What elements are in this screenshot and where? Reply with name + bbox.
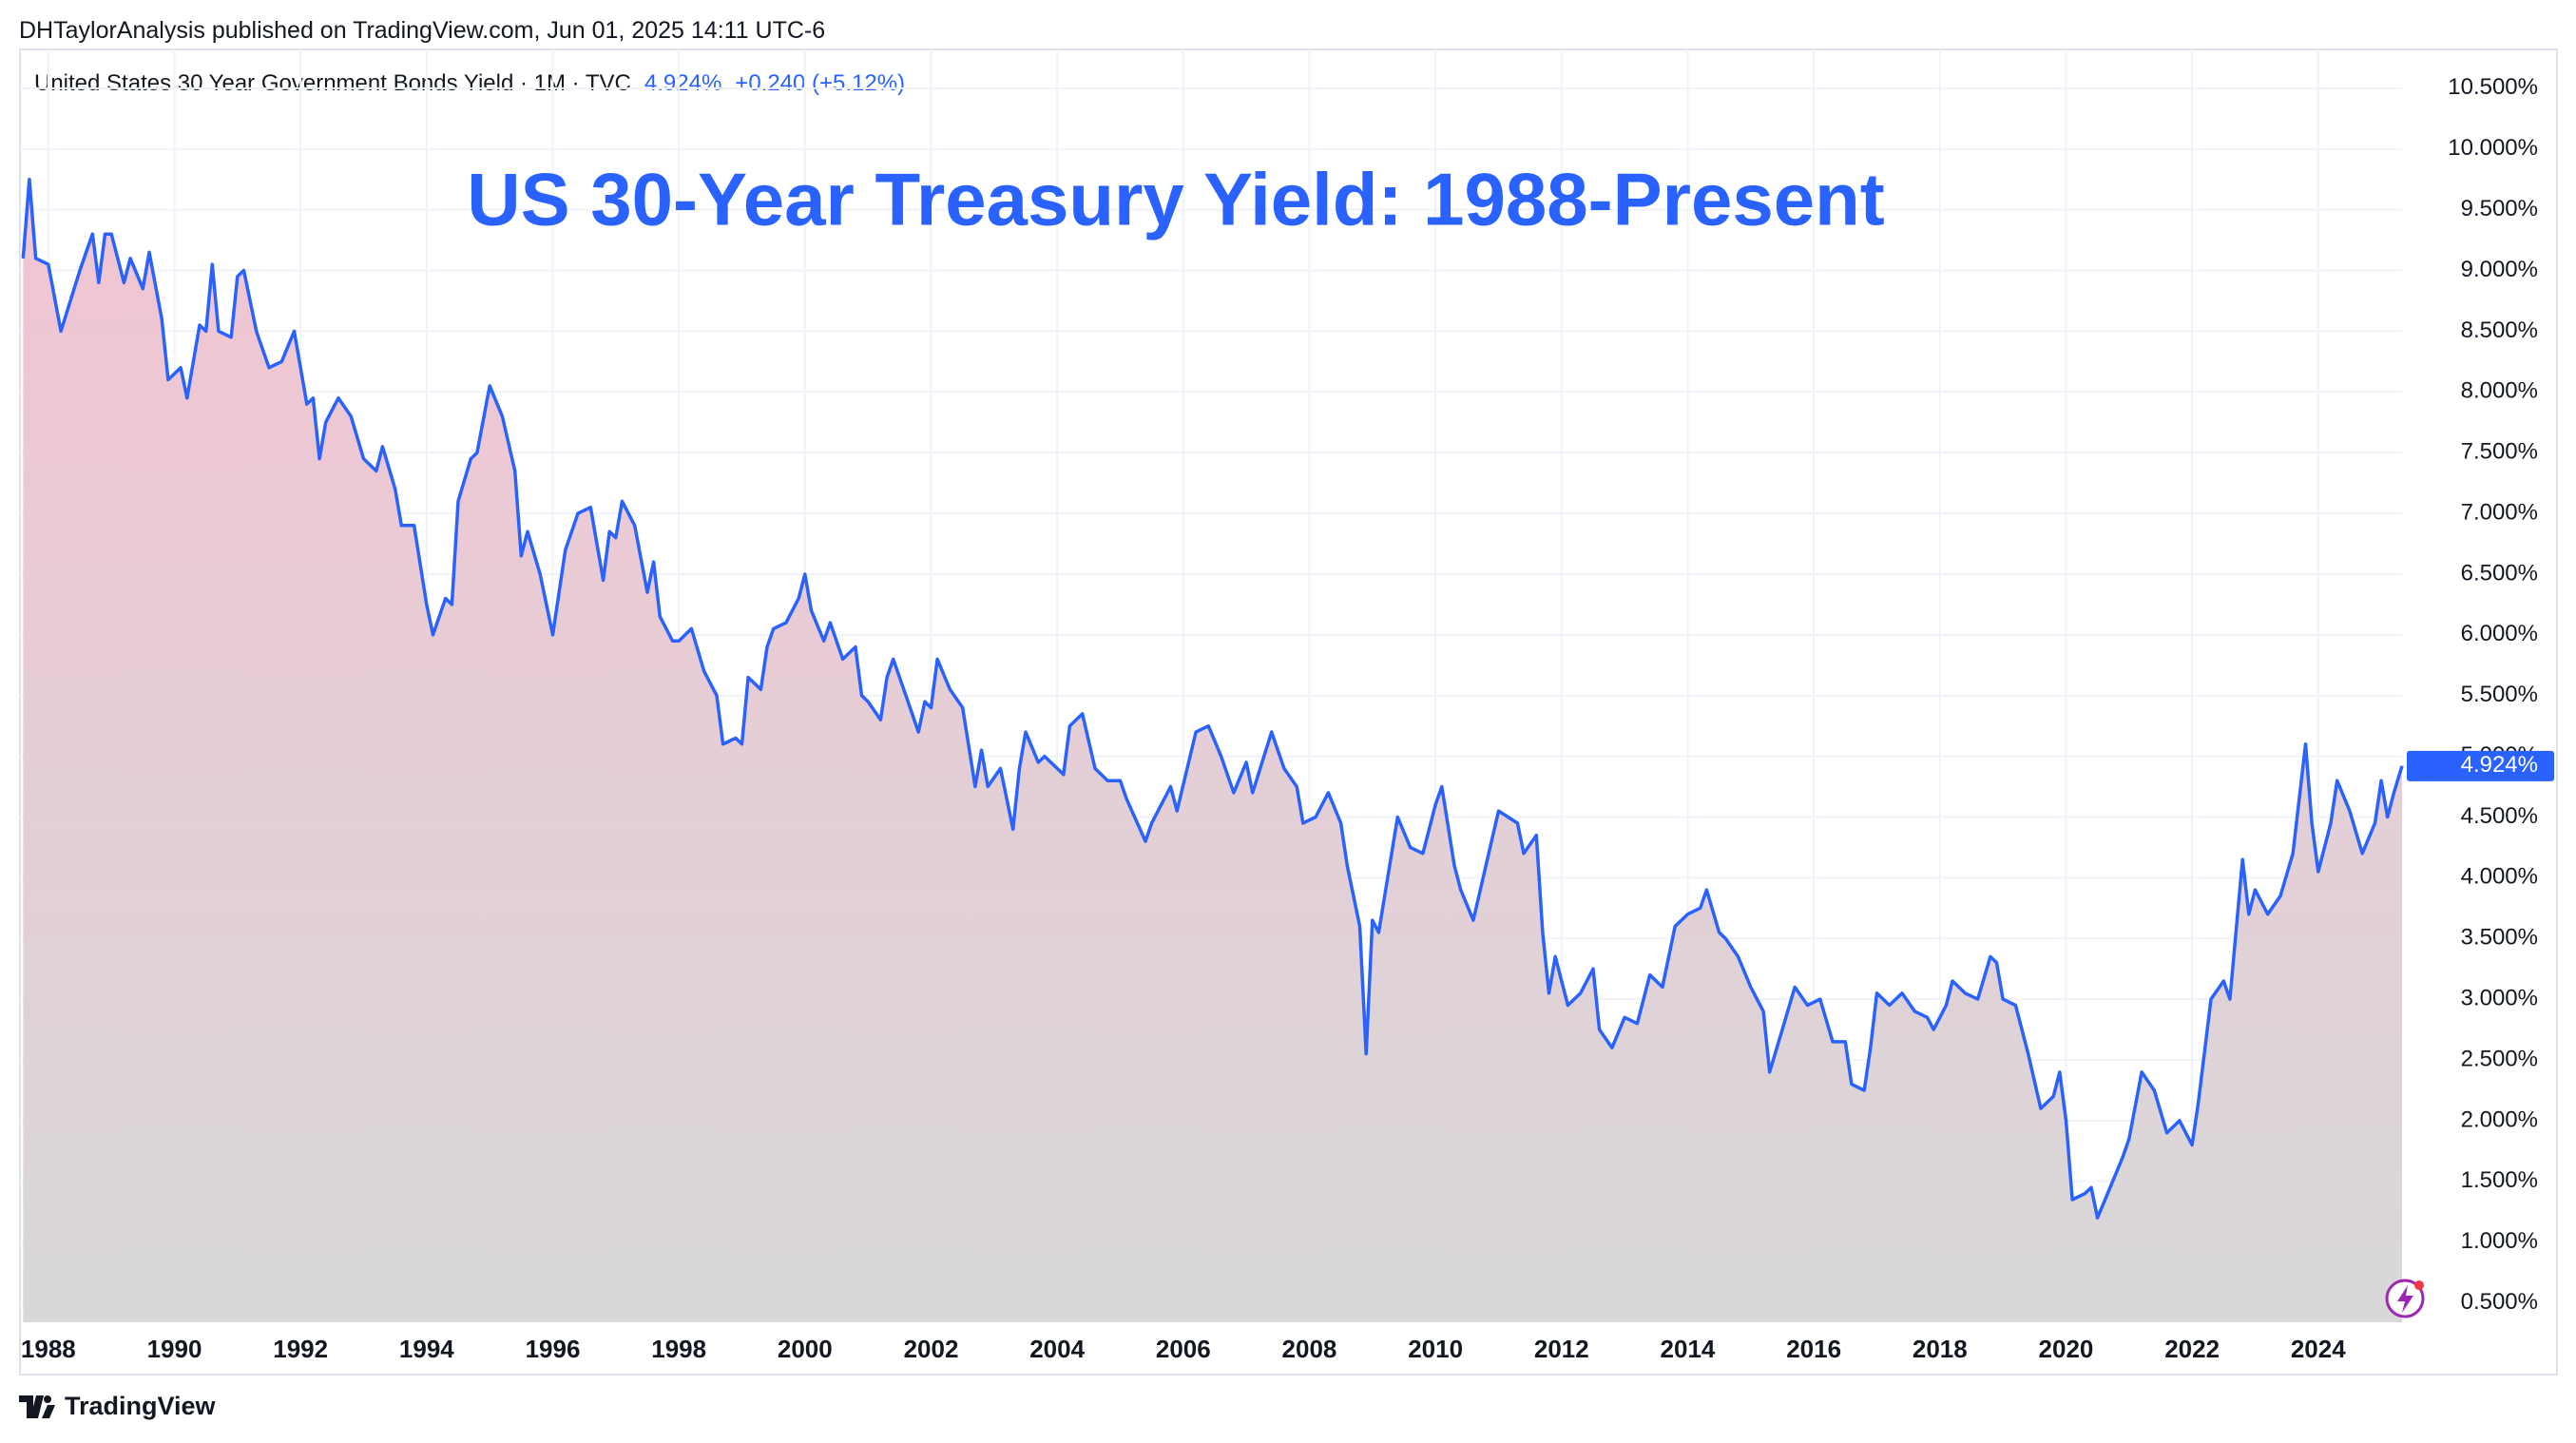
y-tick-label: 7.500% — [2461, 439, 2538, 465]
x-tick-label: 2000 — [778, 1335, 833, 1363]
symbol-name: United States 30 Year Government Bonds Y… — [34, 70, 631, 96]
x-tick-label: 1992 — [273, 1335, 328, 1363]
symbol-price: 4.924% — [644, 70, 722, 96]
x-tick-label: 2010 — [1408, 1335, 1463, 1363]
y-tick-label: 7.000% — [2461, 499, 2538, 525]
y-tick-label: 8.000% — [2461, 378, 2538, 404]
y-tick-label: 2.000% — [2461, 1106, 2538, 1132]
footer: TradingView — [19, 1392, 216, 1421]
y-tick-label: 5.500% — [2461, 682, 2538, 707]
x-tick-label: 1988 — [21, 1335, 76, 1363]
y-tick-label: 6.500% — [2461, 560, 2538, 586]
x-tick-label: 1998 — [651, 1335, 706, 1363]
x-tick-label: 2016 — [1786, 1335, 1841, 1363]
x-tick-label: 2024 — [2291, 1335, 2346, 1363]
x-tick-label: 2004 — [1029, 1335, 1085, 1363]
x-tick-label: 2002 — [904, 1335, 959, 1363]
x-tick-label: 2008 — [1282, 1335, 1337, 1363]
y-tick-label: 2.500% — [2461, 1046, 2538, 1071]
y-tick-label: 9.500% — [2461, 196, 2538, 221]
x-tick-label: 2020 — [2039, 1335, 2094, 1363]
x-tick-label: 2018 — [1913, 1335, 1968, 1363]
flash-icon — [2385, 1279, 2425, 1318]
x-tick-label: 1994 — [399, 1335, 454, 1363]
x-tick-label: 2012 — [1534, 1335, 1589, 1363]
y-tick-label: 0.500% — [2461, 1289, 2538, 1315]
x-tick-label: 2014 — [1661, 1335, 1716, 1363]
x-tick-label: 2022 — [2164, 1335, 2220, 1363]
chart: US 30-Year Treasury Yield: 1988-Present … — [19, 48, 2558, 1376]
price-tag — [2407, 750, 2554, 781]
y-tick-label: 9.000% — [2461, 257, 2538, 282]
y-tick-label: 10.500% — [2448, 74, 2538, 100]
y-tick-label: 3.500% — [2461, 925, 2538, 951]
y-tick-label: 4.000% — [2461, 864, 2538, 890]
chart-title: US 30-Year Treasury Yield: 1988-Present — [467, 158, 1885, 241]
y-tick-label: 4.500% — [2461, 803, 2538, 829]
x-tick-label: 2006 — [1156, 1335, 1211, 1363]
y-tick-label: 8.500% — [2461, 317, 2538, 343]
chart-frame — [19, 48, 2558, 1376]
y-tick-label: 3.000% — [2461, 985, 2538, 1010]
symbol-bar: United States 30 Year Government Bonds Y… — [34, 70, 905, 97]
symbol-change: +0.240 (+5.12%) — [735, 70, 906, 96]
y-tick-label: 6.000% — [2461, 621, 2538, 646]
brand-name: TradingView — [65, 1392, 216, 1420]
area-fill — [23, 179, 2402, 1323]
x-tick-label: 1996 — [526, 1335, 581, 1363]
y-tick-label: 1.000% — [2461, 1228, 2538, 1254]
brand-logo — [19, 1395, 55, 1418]
publish-info: DHTaylorAnalysis published on TradingVie… — [19, 17, 826, 44]
y-tick-label: 1.500% — [2461, 1167, 2538, 1193]
price-tag-label: 4.924% — [2461, 752, 2538, 778]
x-tick-label: 1990 — [147, 1335, 202, 1363]
yield-line — [21, 177, 2404, 1220]
y-tick-label: 10.000% — [2448, 135, 2538, 161]
